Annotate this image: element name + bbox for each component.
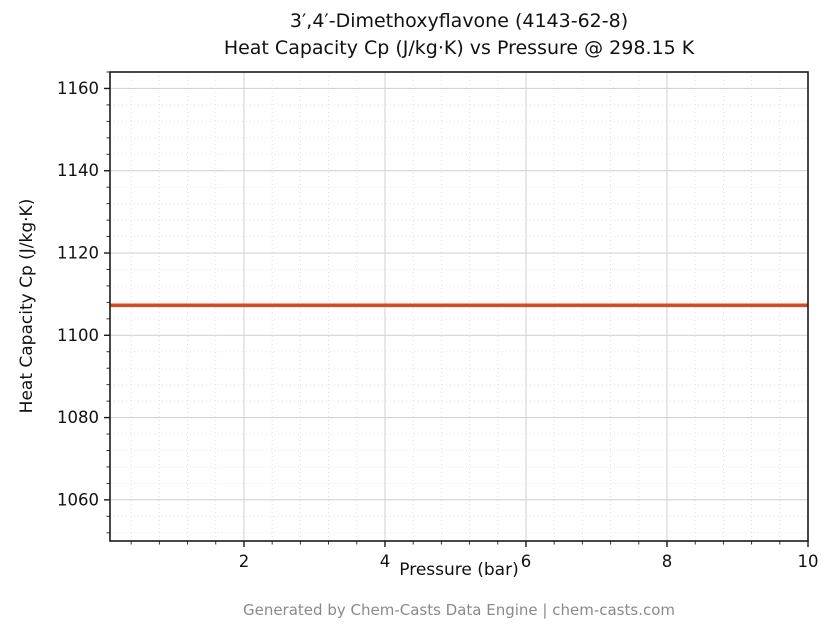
y-tick-label: 1080 xyxy=(57,408,99,427)
y-tick-label: 1160 xyxy=(57,79,99,98)
x-tick-label: 6 xyxy=(521,552,532,571)
y-axis-label: Heat Capacity Cp (J/kg·K) xyxy=(17,198,37,414)
footer-text: Generated by Chem-Casts Data Engine | ch… xyxy=(242,601,676,619)
chart-title: 3′,4′-Dimethoxyflavone (4143-62-8) Heat … xyxy=(110,8,808,61)
y-tick-label: 1120 xyxy=(57,244,99,263)
y-tick-label: 1060 xyxy=(57,490,99,509)
x-tick-label: 2 xyxy=(239,552,250,571)
y-tick-label: 1140 xyxy=(57,161,99,180)
x-axis-label: Pressure (bar) xyxy=(399,560,519,580)
y-tick-label: 1100 xyxy=(57,326,99,345)
chart-title-line2: Heat Capacity Cp (J/kg·K) vs Pressure @ … xyxy=(223,36,695,59)
x-tick-label: 8 xyxy=(662,552,673,571)
x-tick-label: 4 xyxy=(380,552,391,571)
chart-title-line1: 3′,4′-Dimethoxyflavone (4143-62-8) xyxy=(289,10,629,32)
x-tick-label: 10 xyxy=(798,552,819,571)
